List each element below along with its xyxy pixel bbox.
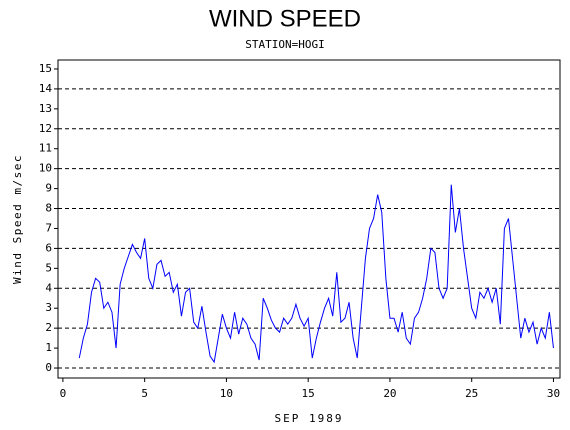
x-tick-label: 5 bbox=[141, 387, 148, 400]
x-tick-label: 0 bbox=[60, 387, 67, 400]
y-tick-label: 12 bbox=[39, 122, 52, 135]
y-tick-label: 4 bbox=[45, 281, 52, 294]
y-tick-label: 14 bbox=[39, 82, 53, 95]
y-tick-label: 2 bbox=[45, 321, 52, 334]
y-axis-label: Wind Speed m/sec bbox=[11, 154, 24, 284]
y-tick-label: 3 bbox=[45, 301, 52, 314]
y-tick-label: 11 bbox=[39, 142, 52, 155]
y-tick-label: 8 bbox=[45, 202, 52, 215]
y-tick-label: 5 bbox=[45, 261, 52, 274]
y-tick-label: 9 bbox=[45, 182, 52, 195]
chart-subtitle: STATION=HOGI bbox=[245, 38, 324, 51]
data-line bbox=[78, 184, 554, 364]
plot-frame bbox=[57, 59, 561, 379]
x-tick-label: 20 bbox=[383, 387, 396, 400]
y-tick-label: 6 bbox=[45, 241, 52, 254]
y-tick-label: 7 bbox=[45, 221, 52, 234]
y-tick-label: 15 bbox=[39, 62, 52, 75]
y-tick-label: 0 bbox=[45, 361, 52, 374]
x-tick-label: 10 bbox=[220, 387, 233, 400]
x-tick-label: 15 bbox=[302, 387, 315, 400]
y-tick-label: 13 bbox=[39, 102, 52, 115]
x-tick-label: 25 bbox=[465, 387, 478, 400]
y-tick-label: 10 bbox=[39, 162, 52, 175]
y-tick-label: 1 bbox=[45, 341, 52, 354]
chart-title: WIND SPEED bbox=[209, 5, 361, 32]
x-axis-label: SEP 1989 bbox=[275, 412, 344, 425]
x-tick-label: 30 bbox=[547, 387, 560, 400]
